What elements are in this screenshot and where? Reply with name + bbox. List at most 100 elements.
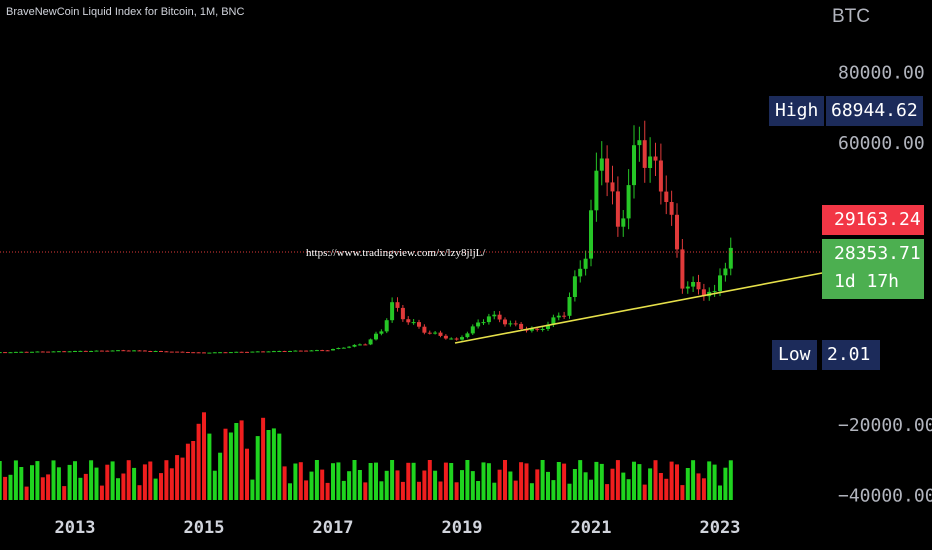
candle-body xyxy=(40,351,45,353)
candle-body xyxy=(164,351,169,353)
candle-body xyxy=(535,328,540,330)
candle-body xyxy=(352,344,357,347)
candle-body xyxy=(347,346,352,348)
candle-body xyxy=(664,191,669,202)
volume-bar xyxy=(266,430,271,500)
candle-body xyxy=(331,349,335,351)
volume-bar xyxy=(298,462,303,500)
volume-bar xyxy=(309,471,314,500)
candle-body xyxy=(266,351,271,353)
volume-bar xyxy=(132,467,137,500)
volume-bar xyxy=(363,482,368,500)
volume-bar xyxy=(411,462,416,500)
candle-body xyxy=(99,350,104,352)
current-price-badge: 28353.71 1d 17h xyxy=(822,239,924,299)
x-tick-label-2: 2017 xyxy=(313,518,354,538)
volume-bar xyxy=(524,463,529,500)
volume-bar xyxy=(438,481,443,500)
candle-body xyxy=(691,282,696,287)
candle-body xyxy=(519,323,524,329)
candle-body xyxy=(336,348,341,349)
volume-bar xyxy=(492,482,497,500)
candle-body xyxy=(443,335,448,339)
volume-bar xyxy=(551,480,556,500)
volume-bar xyxy=(180,457,185,500)
volume-bar xyxy=(159,473,163,500)
candle-body xyxy=(255,351,260,353)
volume-bar xyxy=(352,460,357,500)
candle-body xyxy=(288,351,292,352)
candle-body xyxy=(395,302,400,308)
candle-body xyxy=(632,145,636,186)
volume-bar xyxy=(62,486,67,500)
candle-body xyxy=(185,352,190,353)
candle-body xyxy=(669,202,674,215)
snapshot-url[interactable]: https://www.tradingview.com/x/lzy8jljL/ xyxy=(306,247,486,259)
volume-bar xyxy=(341,480,346,500)
volume-bar xyxy=(0,461,2,500)
volume-bar xyxy=(51,460,56,500)
candle-body xyxy=(363,344,368,346)
volume-bar xyxy=(99,485,104,500)
volume-bar xyxy=(347,471,352,500)
volume-bar xyxy=(255,436,260,500)
volume-bar xyxy=(331,463,335,500)
candle-body xyxy=(438,332,443,336)
candle-body xyxy=(169,351,174,353)
candle-body xyxy=(148,351,153,352)
candle-body xyxy=(320,350,325,352)
volume-bar xyxy=(218,452,223,500)
x-tick-label-1: 2015 xyxy=(184,518,225,538)
candle-body xyxy=(19,351,24,353)
candle-body xyxy=(680,249,685,289)
candle-body xyxy=(529,328,534,331)
candle-body xyxy=(508,323,513,325)
volume-bar xyxy=(379,481,384,500)
candle-body xyxy=(567,297,572,316)
candle-body xyxy=(470,326,475,334)
y-tick-label-0: 80000.00 xyxy=(838,63,925,84)
volume-bar xyxy=(395,470,400,500)
volume-bar xyxy=(422,470,427,500)
candle-body xyxy=(556,315,561,318)
volume-bar xyxy=(24,486,29,500)
candle-body xyxy=(540,329,545,330)
volume-bar xyxy=(105,464,110,500)
volume-bar xyxy=(325,482,330,500)
volume-bar xyxy=(540,460,545,500)
volume-bar xyxy=(126,460,131,500)
candle-body xyxy=(460,337,464,340)
candle-body xyxy=(207,352,212,354)
x-tick-label-3: 2019 xyxy=(442,518,483,538)
candle-body xyxy=(191,352,196,354)
candle-body xyxy=(13,351,18,353)
candle-body xyxy=(610,182,615,192)
x-tick-label-5: 2023 xyxy=(700,518,741,538)
volume-bar xyxy=(685,468,690,500)
candle-body xyxy=(314,350,319,352)
volume-bar xyxy=(40,477,45,500)
volume-bar xyxy=(35,461,40,500)
volume-bar xyxy=(357,470,362,500)
candle-body xyxy=(67,351,72,353)
candle-body xyxy=(126,350,131,352)
volume-bar xyxy=(73,461,77,500)
volume-bar xyxy=(476,481,481,500)
candle-body xyxy=(696,282,701,290)
volume-bar xyxy=(615,460,620,500)
volume-bar xyxy=(277,433,282,500)
volume-bar xyxy=(78,477,83,500)
volume-bar xyxy=(164,460,169,500)
candle-body xyxy=(341,347,346,349)
volume-bar xyxy=(567,483,572,500)
volume-bar xyxy=(691,460,696,500)
volume-bar xyxy=(191,441,196,500)
volume-bar xyxy=(390,460,395,500)
candle-body xyxy=(621,218,626,227)
volume-bar xyxy=(449,463,454,500)
volume-bar xyxy=(562,463,567,500)
low-label: Low xyxy=(772,340,817,370)
volume-bar xyxy=(632,461,636,500)
candle-body xyxy=(239,351,244,353)
